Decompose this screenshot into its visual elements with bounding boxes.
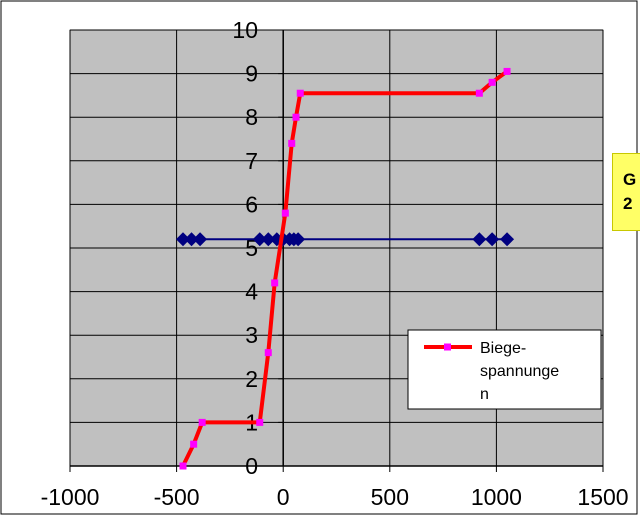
x-tick-label: 500 — [371, 484, 409, 510]
series-0-square-point — [288, 139, 296, 147]
series-0-square-point — [503, 67, 511, 75]
y-tick-label: 7 — [245, 148, 258, 174]
series-0-square-point — [190, 440, 198, 448]
series-0-square-point — [198, 418, 206, 426]
y-tick-label: 4 — [245, 279, 258, 305]
y-tick-label: 5 — [245, 235, 258, 261]
series-0-square-point — [292, 113, 300, 121]
series-0-square-point — [488, 78, 496, 86]
y-tick-label: 8 — [245, 104, 258, 130]
callout-line-2: 2 — [623, 194, 633, 213]
legend-label-line-3: n — [480, 386, 489, 403]
legend: Biege- spannunge n — [407, 329, 602, 410]
callout-line-1: G — [623, 170, 637, 189]
series-0-square-point — [271, 279, 279, 287]
series-0-square-point — [179, 462, 187, 470]
series-1-diamond-point — [252, 232, 267, 247]
x-tick-label: -500 — [154, 484, 200, 510]
series-0-square-point — [281, 209, 289, 217]
series-0-square-point — [475, 89, 483, 97]
x-tick-label: 0 — [277, 484, 290, 510]
series-layer — [175, 67, 515, 470]
series-1-diamond-point — [291, 232, 306, 247]
x-tick-label: -1000 — [41, 484, 100, 510]
y-tick-label: 3 — [245, 322, 258, 348]
legend-box — [407, 329, 602, 410]
legend-label-line-1: Biege- — [480, 340, 526, 357]
series-0-square-point — [256, 418, 264, 426]
callout-box: G 2 — [612, 153, 640, 231]
series-1-diamond-point — [193, 232, 208, 247]
x-tick-label: 1000 — [471, 484, 522, 510]
y-tick-label: 6 — [245, 191, 258, 217]
series-1-diamond-point — [472, 232, 487, 247]
series-0-square-point — [264, 349, 272, 357]
legend-marker-sample — [444, 343, 451, 351]
series-1-diamond-point — [485, 232, 500, 247]
series-1-diamond-point — [500, 232, 515, 247]
legend-label-line-2: spannunge — [480, 363, 559, 380]
y-tick-label: 2 — [245, 366, 258, 392]
series-0-square-point — [296, 89, 304, 97]
series-1-diamond-point — [175, 232, 190, 247]
series-1-diamond-point — [184, 232, 199, 247]
y-tick-label: 0 — [245, 453, 258, 479]
y-tick-label: 9 — [245, 61, 258, 87]
y-tick-label: 10 — [232, 17, 258, 43]
x-tick-label: 1500 — [577, 484, 628, 510]
series-1-diamond-point — [261, 232, 276, 247]
